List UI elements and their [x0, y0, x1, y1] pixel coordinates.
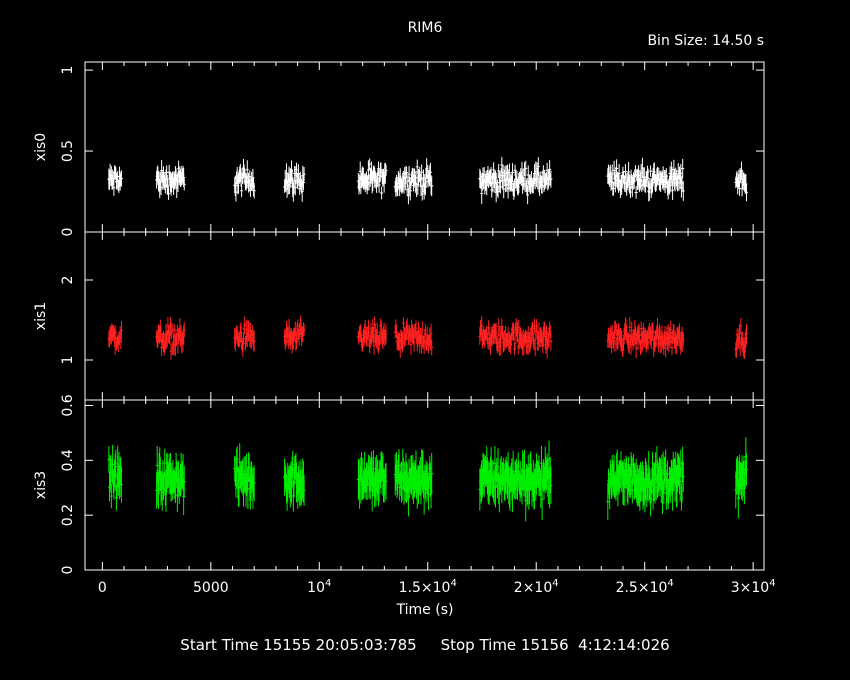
bin-size-label: Bin Size: 14.50 s	[647, 33, 764, 49]
stop-time: Stop Time 15156 4:12:14:026	[440, 636, 670, 654]
x-tick-exponent: 4	[325, 578, 331, 589]
x-tick-label: 1.5×104	[399, 578, 457, 596]
y-axis-label: xis0	[33, 133, 49, 161]
x-tick-exponent: 4	[450, 578, 456, 589]
series-xis1	[107, 315, 748, 360]
chart-title: RIM6	[408, 20, 443, 36]
y-tick-label: 0	[60, 566, 76, 575]
panel-frame	[84, 399, 765, 571]
x-tick-label: 5000	[193, 580, 229, 596]
panel-xis3: 0 0.2 0.4 0.6 xis3	[33, 394, 765, 575]
series-xis0	[107, 157, 748, 205]
y-tick-label: 0.2	[60, 504, 76, 526]
x-tick-label: 2.5×104	[616, 578, 674, 596]
x-tick-exponent: 4	[769, 578, 775, 589]
series-xis3	[107, 437, 748, 522]
time-range-footer: Start Time 15155 20:05:03:785 Stop Time …	[0, 636, 850, 654]
panel-xis0: 0 0.5 1 xis0	[33, 61, 765, 237]
x-axis-label: Time (s)	[396, 602, 454, 618]
x-tick-label: 104	[307, 578, 331, 596]
y-tick-label: 0	[60, 228, 76, 237]
start-time: Start Time 15155 20:05:03:785	[180, 636, 417, 654]
y-tick-label: 1	[60, 356, 76, 365]
panel-frame	[84, 231, 765, 401]
y-tick-label: 0.5	[60, 140, 76, 162]
x-tick-label: 3×104	[731, 578, 776, 596]
x-tick-exponent: 4	[552, 578, 558, 589]
x-tick-label: 0	[98, 580, 107, 596]
y-tick-label: 0.4	[60, 449, 76, 471]
y-tick-label: 0.6	[60, 394, 76, 416]
y-axis-label: xis3	[33, 471, 49, 499]
panel-xis1: 1 2 xis1	[33, 231, 765, 401]
y-axis-label: xis1	[33, 302, 49, 330]
x-tick-label: 2×104	[514, 578, 559, 596]
y-tick-label: 2	[60, 276, 76, 285]
y-tick-label: 1	[60, 66, 76, 75]
panel-frame	[84, 61, 765, 233]
x-tick-exponent: 4	[667, 578, 673, 589]
